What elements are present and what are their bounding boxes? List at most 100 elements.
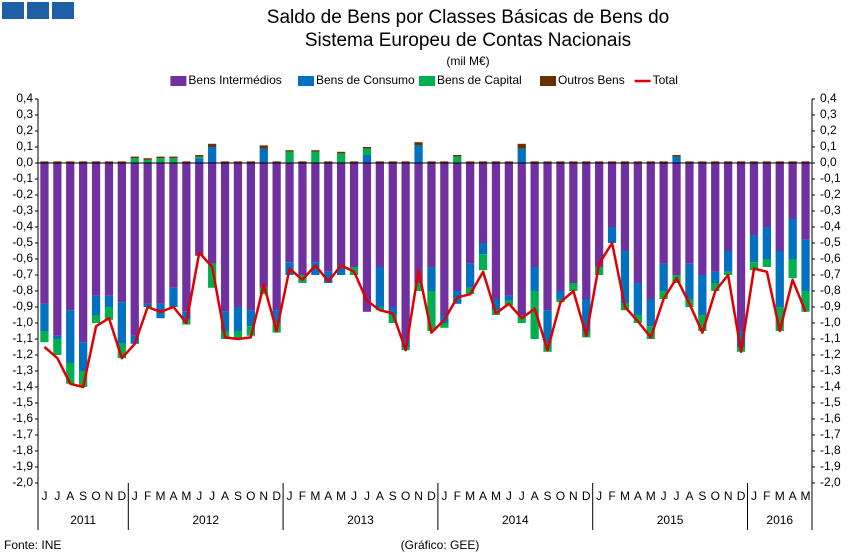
bar-segment <box>517 148 526 163</box>
bar-segment <box>517 143 526 149</box>
x-tick-label: A <box>221 489 229 503</box>
x-tick-label: O <box>711 489 720 503</box>
bar-segment <box>595 267 604 275</box>
x-tick-label: J <box>506 489 512 503</box>
bar-segment <box>208 263 217 288</box>
x-tick-label: J <box>674 489 680 503</box>
bar-segment <box>414 163 423 283</box>
bar-segment <box>633 283 642 315</box>
bar-segment <box>504 295 513 301</box>
bar-segment <box>762 163 771 227</box>
bar-segment <box>749 262 759 271</box>
bar-segment <box>788 161 797 163</box>
bar-segment <box>169 287 178 307</box>
bar-segment <box>388 161 397 163</box>
bar-segment <box>246 161 255 163</box>
y-tick-label: 0,1 <box>16 139 33 153</box>
legend-swatch <box>540 76 556 86</box>
source: Fonte: INE <box>4 538 61 552</box>
bar-segment <box>311 151 320 163</box>
bar-segment <box>349 163 359 267</box>
x-tick-label: M <box>620 489 630 503</box>
bar-segment <box>388 315 397 323</box>
bar-segment <box>298 161 307 163</box>
bar-segment <box>246 310 255 327</box>
bar-segment <box>259 287 268 295</box>
bar-segment <box>362 148 372 155</box>
year-label: 2015 <box>657 513 684 527</box>
x-tick-label: N <box>569 489 578 503</box>
y2-tick-label: 0,0 <box>820 155 837 169</box>
bar-segment <box>362 163 372 312</box>
bar-segment <box>337 153 346 163</box>
bar-segment <box>117 343 126 359</box>
bar-segment <box>504 163 513 296</box>
bar-segment <box>466 161 475 163</box>
x-tick-label: D <box>737 489 746 503</box>
legend-swatch <box>170 76 187 86</box>
bar-segment <box>646 326 655 339</box>
bar-segment <box>543 163 552 311</box>
bar-segment <box>749 163 759 235</box>
bar-segment <box>285 150 294 152</box>
x-tick-label: S <box>234 489 242 503</box>
x-tick-label: J <box>596 489 602 503</box>
chart-title: Saldo de Bens por Classes Básicas de Ben… <box>267 7 669 28</box>
legend-label: Total <box>653 73 678 87</box>
bar-segment <box>272 161 281 163</box>
y-tick-label: -0,8 <box>12 283 33 297</box>
bar-segment <box>375 307 384 311</box>
bar-segment <box>233 163 243 307</box>
y-tick-label: 0,4 <box>16 91 33 105</box>
bar-segment <box>427 267 436 291</box>
x-tick-label: J <box>54 489 60 503</box>
legend-swatch <box>298 76 314 86</box>
x-tick-label: J <box>364 489 370 503</box>
bar-segment <box>711 163 720 272</box>
year-label: 2014 <box>502 513 529 527</box>
bar-segment <box>607 227 617 243</box>
bar-segment <box>491 299 501 311</box>
y-tick-label: -1,9 <box>12 459 33 473</box>
x-tick-label: M <box>491 489 501 503</box>
y2-tick-label: -0,7 <box>820 267 841 281</box>
logo-square <box>27 2 49 19</box>
bar-segment <box>246 163 255 311</box>
legend-label: Bens de Consumo <box>316 73 415 87</box>
x-tick-label: J <box>519 489 525 503</box>
bar-segment <box>698 161 707 163</box>
bar-segment <box>698 275 707 315</box>
bar-segment <box>672 155 681 157</box>
x-tick-label: O <box>556 489 565 503</box>
year-label: 2012 <box>192 513 219 527</box>
bar-segment <box>685 263 694 299</box>
bar-segment <box>569 161 578 163</box>
y2-tick-label: -0,3 <box>820 203 841 217</box>
y2-tick-label: 0,2 <box>820 123 837 137</box>
x-tick-label: N <box>105 489 114 503</box>
bar-segment <box>595 161 604 163</box>
bar-segment <box>788 163 797 219</box>
bar-segment <box>478 243 488 255</box>
x-tick-label: F <box>763 489 770 503</box>
bar-segment <box>440 161 449 163</box>
y2-tick-label: -0,6 <box>820 251 841 265</box>
x-tick-label: S <box>389 489 397 503</box>
y-tick-label: -0,7 <box>12 267 33 281</box>
bar-segment <box>182 161 191 163</box>
y2-tick-label: -0,9 <box>820 299 841 313</box>
bar-segment <box>375 163 384 267</box>
bar-segment <box>504 161 513 163</box>
bar-segment <box>775 163 784 251</box>
y-tick-label: -2,0 <box>12 475 33 489</box>
y-tick-label: -1,6 <box>12 411 33 425</box>
y2-tick-label: -1,0 <box>820 315 841 329</box>
bar-segment <box>91 295 101 315</box>
bar-segment <box>659 161 668 163</box>
y2-tick-label: 0,4 <box>820 91 837 105</box>
bar-segment <box>324 271 333 283</box>
bar-segment <box>208 143 217 147</box>
bar-segment <box>478 254 488 271</box>
bar-segment <box>233 307 243 331</box>
year-label: 2016 <box>766 513 793 527</box>
